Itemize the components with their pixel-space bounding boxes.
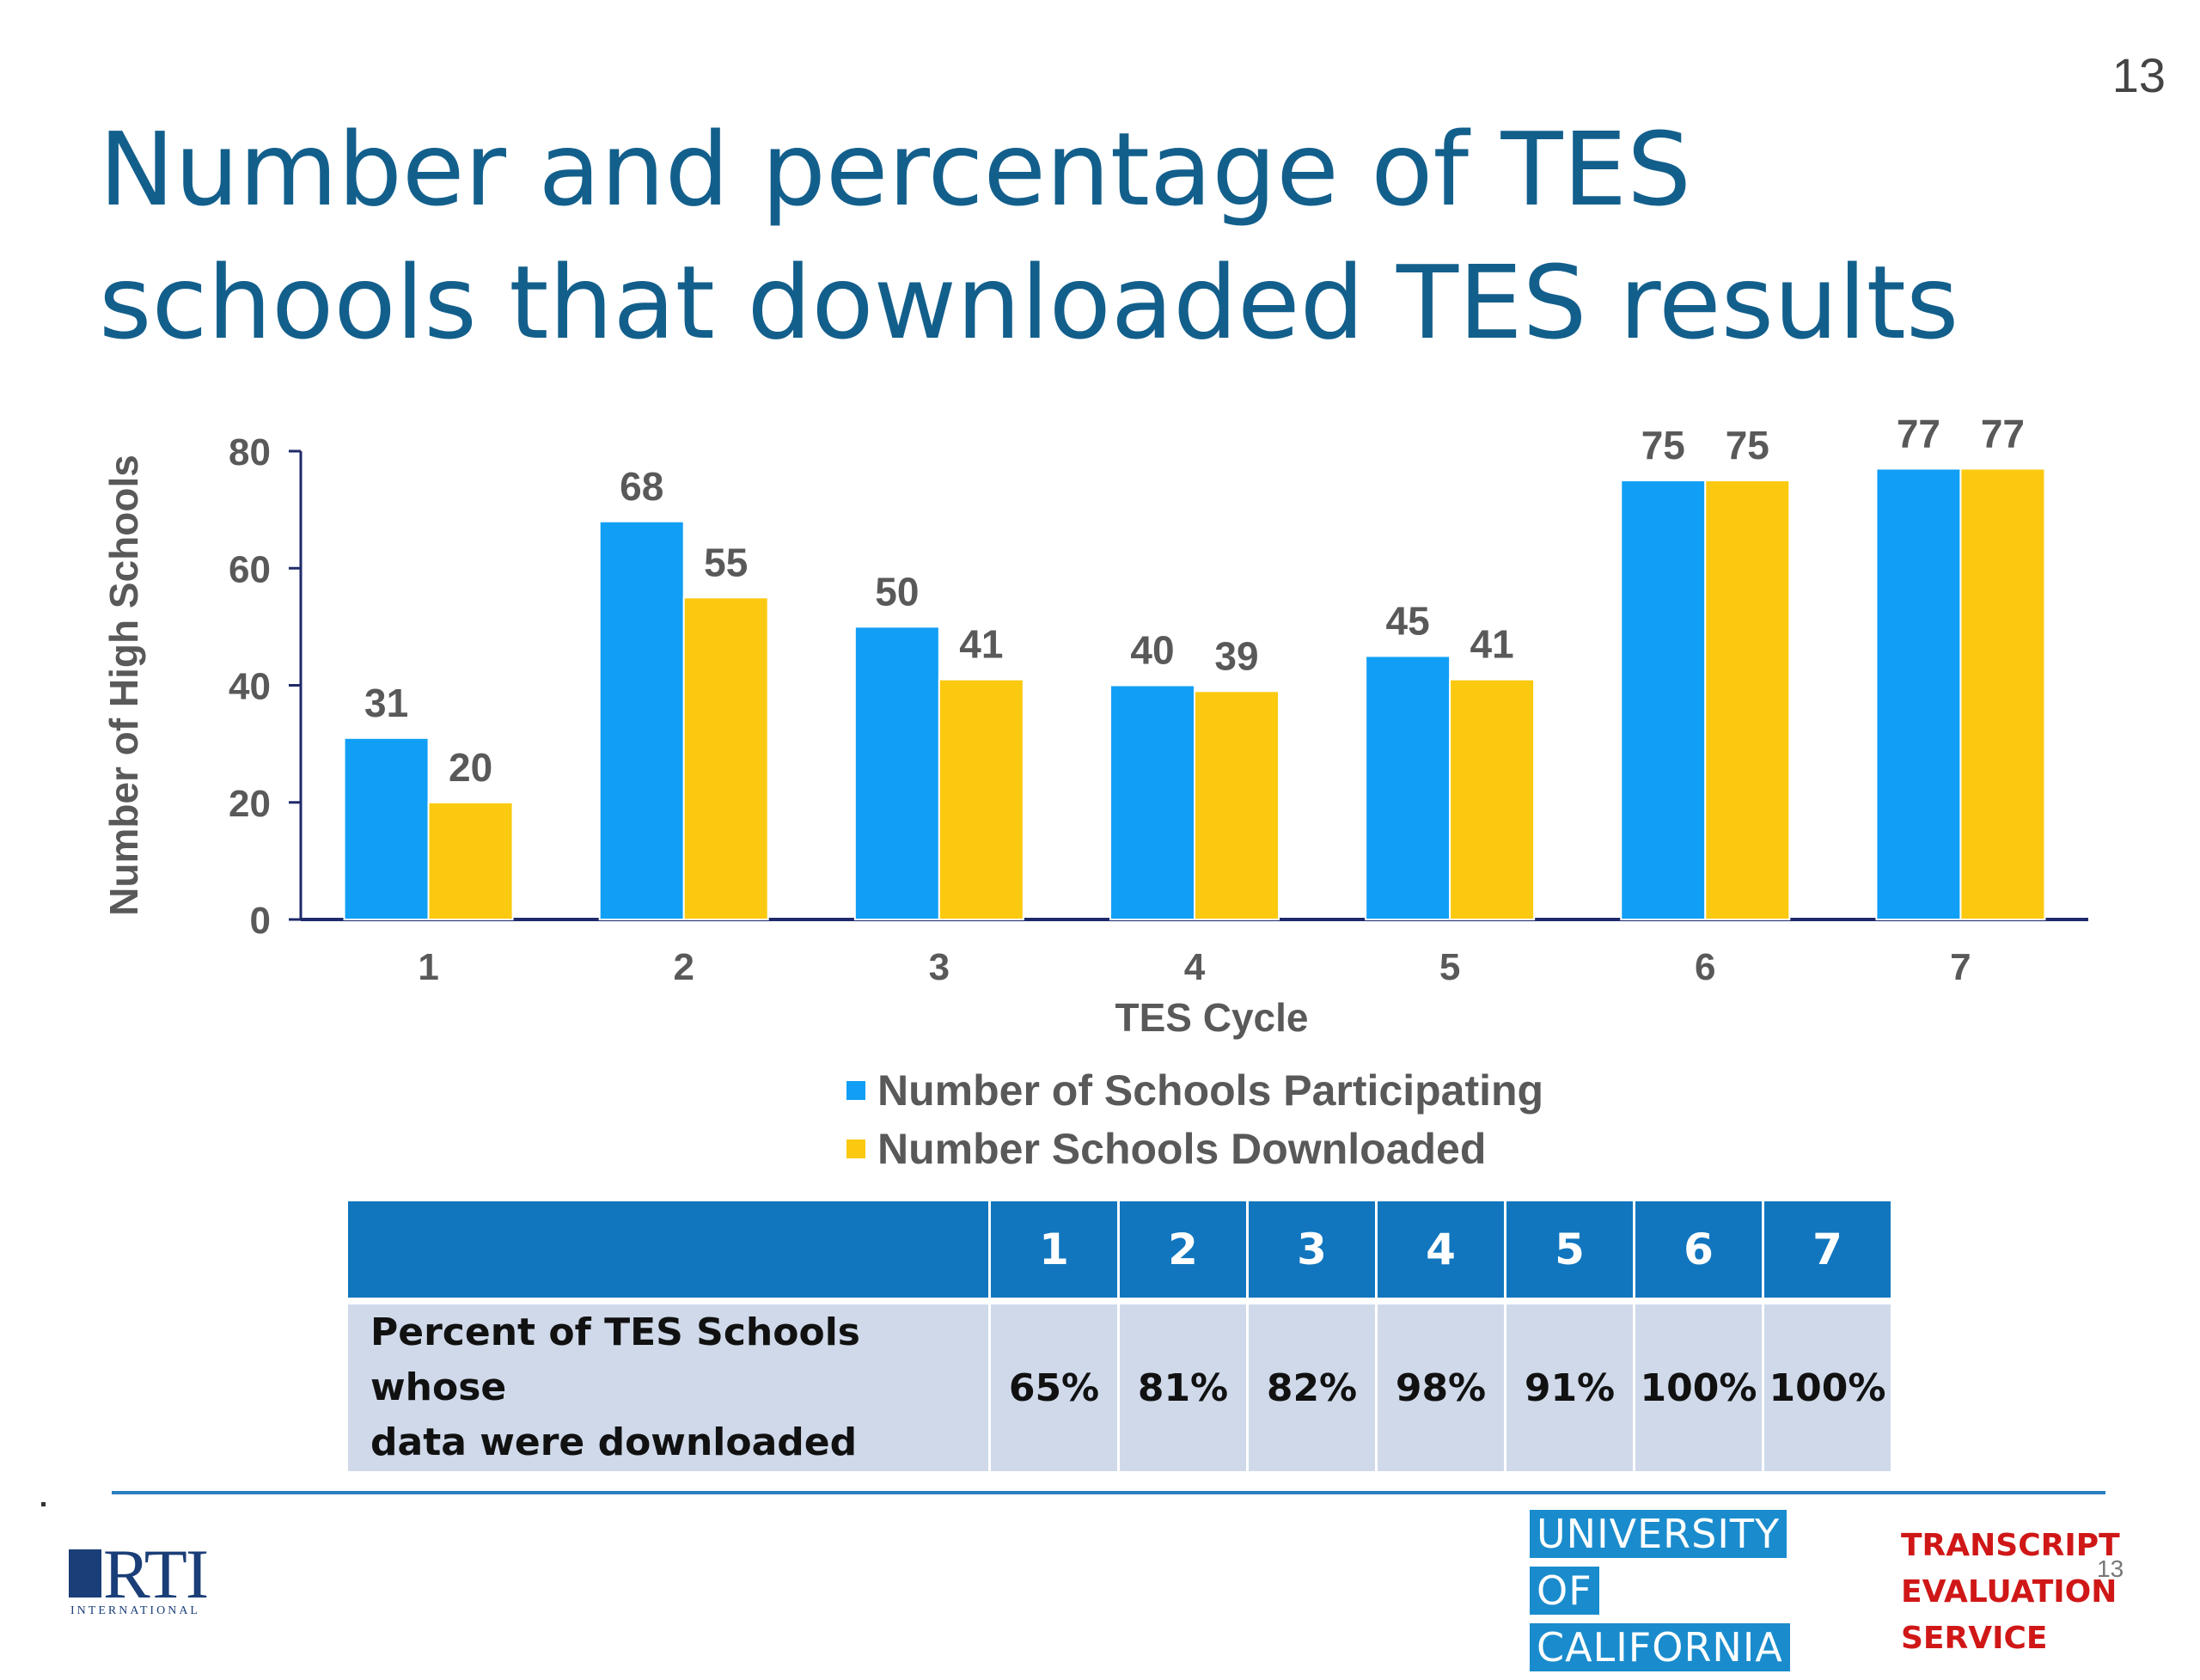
- bar-series-1: [343, 736, 430, 920]
- bar-series-1: [853, 626, 940, 920]
- bar-series-2: [1449, 678, 1536, 920]
- x-tick-label: 6: [1695, 946, 1715, 988]
- bar-value-label: 41: [1470, 622, 1514, 667]
- uc-logo-line: OF: [1530, 1567, 1599, 1615]
- x-tick-label: 2: [673, 946, 694, 988]
- table-header-cell: 5: [1506, 1201, 1635, 1304]
- table-row-label: Percent of TES Schools whose data were d…: [348, 1304, 991, 1471]
- table-row: Percent of TES Schools whose data were d…: [348, 1304, 1891, 1471]
- rti-logo-subtext: INTERNATIONAL: [70, 1604, 200, 1617]
- stray-dot: [41, 1502, 46, 1506]
- x-tick-label: 3: [929, 946, 950, 988]
- legend-item-participating: Number of Schools Participating: [846, 1061, 1543, 1120]
- legend-swatch-participating: [846, 1081, 865, 1100]
- bar-value-label: 75: [1641, 423, 1685, 467]
- row-label-line-2: data were downloaded: [370, 1420, 858, 1464]
- x-tick-label: 1: [418, 946, 438, 988]
- rti-mark-icon: [69, 1549, 101, 1598]
- chart-legend: Number of Schools Participating Number S…: [846, 1061, 1543, 1178]
- bar-value-label: 45: [1386, 598, 1430, 643]
- uc-logo-line: CALIFORNIA: [1530, 1623, 1790, 1671]
- bar-series-2: [682, 596, 769, 920]
- x-tick-label: 7: [1950, 946, 1971, 988]
- table-cell: 98%: [1378, 1304, 1506, 1471]
- y-tick-label: 40: [229, 666, 271, 708]
- slide-title: Number and percentage of TES schools tha…: [99, 110, 1959, 362]
- legend-label-participating: Number of Schools Participating: [877, 1066, 1544, 1115]
- rti-logo-text: RTI: [103, 1535, 209, 1613]
- bar-value-label: 41: [959, 622, 1003, 667]
- footer-page-number: 13: [2097, 1555, 2124, 1582]
- table-cell: 100%: [1764, 1304, 1891, 1471]
- table-cell: 91%: [1506, 1304, 1635, 1471]
- tes-logo-line: SERVICE: [1901, 1621, 2048, 1656]
- tes-logo: TRANSCRIPT EVALUATION SERVICE: [1901, 1523, 2120, 1662]
- tes-logo-line: TRANSCRIPT: [1901, 1528, 2120, 1563]
- bar-series-2: [1194, 690, 1280, 920]
- legend-label-downloaded: Number Schools Downloaded: [877, 1125, 1487, 1173]
- rti-logo: RTI INTERNATIONAL: [69, 1534, 266, 1617]
- table-cell: 100%: [1635, 1304, 1764, 1471]
- table-header-cell: [348, 1201, 991, 1304]
- bar-value-label: 50: [875, 569, 919, 614]
- table-header-cell: 3: [1249, 1201, 1378, 1304]
- tes-logo-line: EVALUATION: [1901, 1574, 2118, 1610]
- y-tick-label: 0: [250, 900, 271, 942]
- table-header-cell: 2: [1120, 1201, 1249, 1304]
- bar-value-label: 20: [449, 745, 492, 790]
- table-cell: 65%: [991, 1304, 1120, 1471]
- table-cell: 82%: [1249, 1304, 1378, 1471]
- table-header-cell: 7: [1764, 1201, 1891, 1304]
- table-header-cell: 6: [1635, 1201, 1764, 1304]
- uc-logo-line: UNIVERSITY: [1530, 1510, 1788, 1558]
- x-tick-label: 4: [1184, 946, 1206, 988]
- bar-value-label: 40: [1130, 628, 1174, 673]
- x-axis-title: TES Cycle: [1115, 995, 1309, 1040]
- footer-divider: [112, 1491, 2105, 1494]
- bar-series-1: [1109, 684, 1195, 920]
- bar-value-label: 75: [1726, 423, 1769, 467]
- table-header-cell: 4: [1378, 1201, 1506, 1304]
- bar-value-label: 77: [1897, 411, 1940, 455]
- bar-series-2: [1704, 480, 1791, 920]
- table-header-row: 1 2 3 4 5 6 7: [348, 1201, 1891, 1304]
- download-percent-table: 1 2 3 4 5 6 7 Percent of TES Schools who…: [348, 1201, 1891, 1471]
- bar-value-label: 68: [620, 464, 663, 509]
- bar-series-2: [1959, 467, 2046, 920]
- uc-logo: UNIVERSITY OF CALIFORNIA: [1530, 1510, 1790, 1680]
- x-tick-label: 5: [1439, 946, 1460, 988]
- legend-swatch-downloaded: [846, 1139, 865, 1158]
- bar-value-label: 77: [1981, 411, 2025, 455]
- table-cell: 81%: [1120, 1304, 1249, 1471]
- legend-item-downloaded: Number Schools Downloaded: [846, 1120, 1543, 1178]
- page-number: 13: [2111, 48, 2166, 102]
- y-tick-label: 60: [229, 548, 271, 590]
- bar-value-label: 39: [1214, 633, 1258, 678]
- bar-series-2: [427, 801, 514, 920]
- bar-series-1: [1365, 655, 1451, 920]
- y-axis-title: Number of High Schools: [101, 455, 146, 916]
- bar-series-1: [1875, 467, 1962, 920]
- bar-series-1: [1620, 480, 1707, 920]
- bar-value-label: 31: [364, 681, 408, 725]
- y-tick-label: 20: [229, 783, 271, 825]
- row-label-line-1: Percent of TES Schools whose: [370, 1310, 860, 1409]
- y-tick-label: 80: [229, 431, 271, 473]
- bar-series-2: [938, 678, 1024, 920]
- table-header-cell: 1: [991, 1201, 1120, 1304]
- bar-value-label: 55: [704, 540, 748, 584]
- bar-series-1: [598, 520, 685, 920]
